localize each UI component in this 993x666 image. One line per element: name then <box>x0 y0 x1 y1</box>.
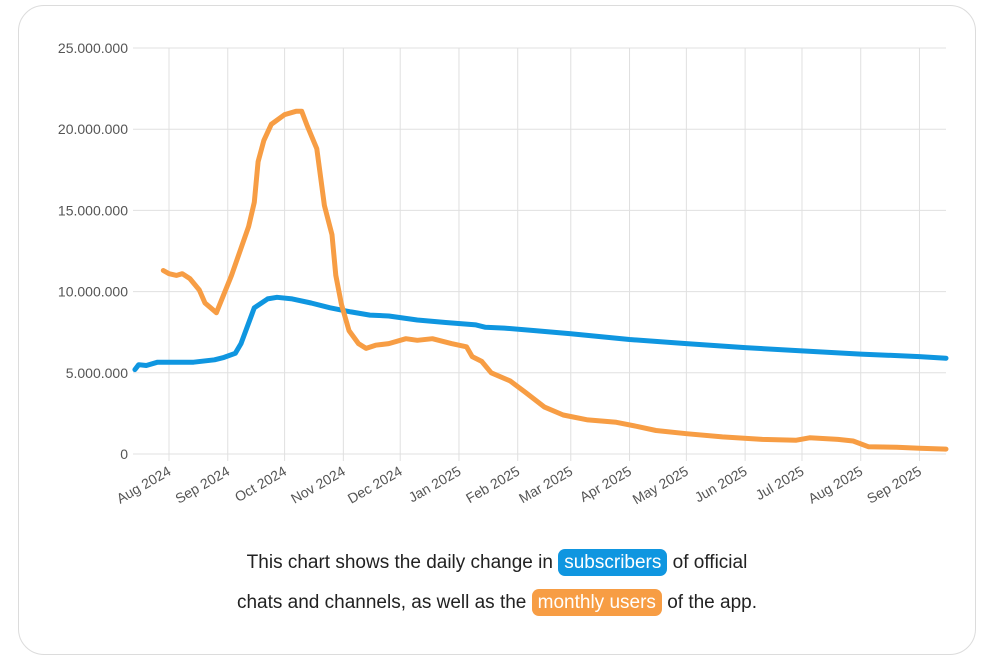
y-gridlines <box>133 47 946 455</box>
y-axis-tick-labels: 0 5.000.000 10.000.000 15.000.000 20.000.000… <box>58 40 128 462</box>
y-tick-label: 20.000.000 <box>58 121 128 137</box>
x-tick-label: Dec 2024 <box>345 463 405 507</box>
y-tick-label: 10.000.000 <box>58 284 128 300</box>
caption-text: of the app. <box>661 592 758 613</box>
x-tick-label: Oct 2024 <box>232 463 289 505</box>
x-tick-label: Jun 2025 <box>692 463 750 506</box>
x-tick-label: Sep 2025 <box>864 463 924 507</box>
y-tick-label: 15.000.000 <box>58 202 128 218</box>
x-tick-label: May 2025 <box>630 463 691 508</box>
x-gridlines <box>168 48 920 461</box>
monthly-users-series-line <box>160 108 949 452</box>
x-tick-label: Sep 2024 <box>172 463 232 507</box>
x-tick-label: Mar 2025 <box>516 463 575 507</box>
subscribers-legend-pill: subscribers <box>558 549 668 576</box>
x-tick-label: Aug 2025 <box>805 463 865 507</box>
subscribers-series-line <box>132 294 949 373</box>
chart-caption-line-1: This chart shows the daily change in sub… <box>18 549 976 576</box>
x-tick-label: Jul 2025 <box>753 463 807 503</box>
series-lines <box>132 108 949 452</box>
x-tick-label: Aug 2024 <box>114 463 174 507</box>
x-tick-label: Jan 2025 <box>406 463 464 506</box>
x-tick-label: Feb 2025 <box>463 463 522 507</box>
y-tick-label: 5.000.000 <box>66 365 128 381</box>
chart-caption-line-2: chats and channels, as well as the month… <box>18 589 976 616</box>
x-tick-label: Apr 2025 <box>577 463 634 505</box>
caption-text: chats and channels, as well as the <box>236 592 532 613</box>
x-tick-label: Nov 2024 <box>288 463 348 507</box>
caption-text: of official <box>667 552 748 573</box>
y-tick-label: 25.000.000 <box>58 40 128 56</box>
caption-text: This chart shows the daily change in <box>246 552 559 573</box>
monthly-users-legend-pill: monthly users <box>531 589 662 616</box>
y-tick-label: 0 <box>120 446 128 462</box>
